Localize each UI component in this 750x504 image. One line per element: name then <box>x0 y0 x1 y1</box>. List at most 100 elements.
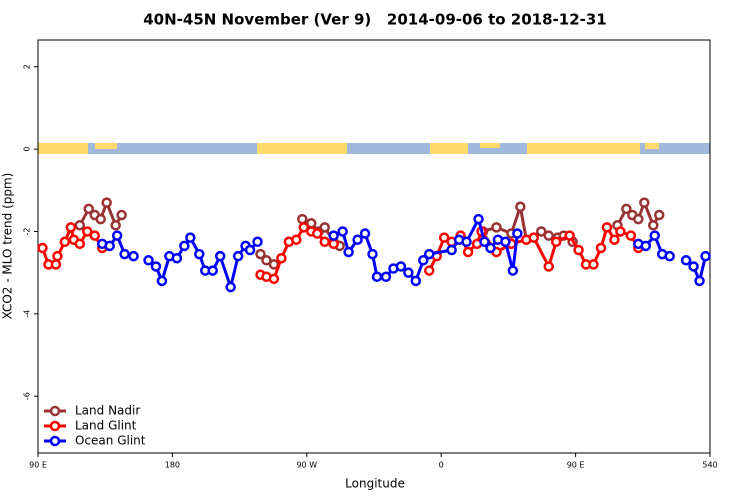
legend-marker <box>49 405 61 417</box>
data-point <box>621 203 632 215</box>
data-point <box>319 236 330 248</box>
land-band <box>527 143 640 154</box>
data-point <box>143 255 154 266</box>
data-point <box>462 246 474 258</box>
data-point <box>473 213 484 225</box>
data-point <box>116 209 127 221</box>
data-point <box>50 259 62 270</box>
y-tick-label: -6 <box>23 392 32 400</box>
data-point <box>156 275 168 287</box>
y-tick-label: -2 <box>23 227 32 235</box>
x-axis-label: Longitude <box>345 477 405 491</box>
data-point <box>298 222 310 233</box>
data-point <box>446 244 457 256</box>
data-point <box>371 271 383 283</box>
data-point <box>461 236 472 248</box>
data-point <box>500 236 511 248</box>
data-point <box>601 222 613 233</box>
data-point <box>291 234 302 245</box>
data-point <box>633 213 644 225</box>
data-point <box>119 248 130 260</box>
data-point <box>214 250 226 262</box>
data-point <box>83 203 95 215</box>
data-point <box>367 248 378 260</box>
data-point <box>328 238 339 250</box>
data-point <box>485 242 496 254</box>
data-point <box>380 271 392 283</box>
legend-label: Land Glint <box>75 419 137 433</box>
data-point <box>110 220 121 231</box>
legend-label: Ocean Glint <box>75 434 146 448</box>
data-point <box>252 236 263 248</box>
ocean-band <box>38 143 710 154</box>
data-point <box>588 259 599 270</box>
data-point <box>649 230 660 241</box>
data-point <box>639 197 650 208</box>
data-point <box>424 265 435 276</box>
data-point <box>297 213 308 225</box>
data-point <box>359 228 371 239</box>
data-point <box>395 261 407 272</box>
data-point <box>104 240 115 252</box>
x-tick-label: 540 <box>702 461 717 470</box>
chart-title: 40N-45N November (Ver 9) 2014-09-06 to 2… <box>143 11 606 29</box>
data-point <box>550 236 562 248</box>
x-tick-label: 90 W <box>296 461 317 470</box>
data-point <box>328 230 339 241</box>
data-point <box>564 230 575 241</box>
land-band <box>95 143 117 149</box>
y-axis-label: XCO2 - MLO trend (ppm) <box>1 173 15 320</box>
data-point <box>424 248 435 260</box>
data-point <box>244 244 256 256</box>
x-tick-label: 0 <box>439 461 444 470</box>
data-point <box>74 220 86 231</box>
data-point <box>59 236 71 248</box>
land-band <box>257 143 347 154</box>
land-band <box>430 143 468 154</box>
x-tick-label: 90 E <box>29 461 47 470</box>
data-point <box>512 228 523 239</box>
data-point <box>664 250 675 262</box>
data-point <box>52 250 63 262</box>
y-tick-label: -4 <box>23 310 32 318</box>
data-point <box>171 252 183 264</box>
data-point <box>700 250 711 262</box>
data-point <box>479 236 490 248</box>
data-point <box>261 255 272 266</box>
data-point <box>543 230 554 241</box>
legend-marker <box>49 420 61 432</box>
data-point <box>225 281 236 293</box>
data-point <box>352 234 363 245</box>
data-point <box>255 248 266 260</box>
data-point <box>680 255 692 266</box>
legend-label: Land Nadir <box>75 404 140 418</box>
land-band <box>38 143 88 154</box>
data-point <box>150 261 162 272</box>
data-point <box>595 242 607 254</box>
data-point <box>65 222 77 233</box>
land-ocean-strip <box>38 143 710 154</box>
data-point <box>609 234 620 245</box>
data-point <box>640 240 652 252</box>
data-point <box>507 265 519 276</box>
data-point <box>648 220 659 231</box>
data-point <box>337 226 348 237</box>
data-point <box>343 246 354 258</box>
data-point <box>232 250 244 262</box>
data-point <box>491 222 502 233</box>
data-point <box>410 275 422 287</box>
data-point <box>688 261 699 272</box>
data-point <box>543 261 554 272</box>
data-point <box>653 209 665 221</box>
data-point <box>185 232 196 243</box>
data-point <box>536 226 547 237</box>
legend-marker <box>49 435 61 447</box>
land-band <box>480 143 500 148</box>
data-point <box>95 213 106 225</box>
data-point <box>89 230 100 241</box>
data-point <box>528 232 540 243</box>
data-point <box>101 197 112 208</box>
data-point <box>128 250 139 262</box>
